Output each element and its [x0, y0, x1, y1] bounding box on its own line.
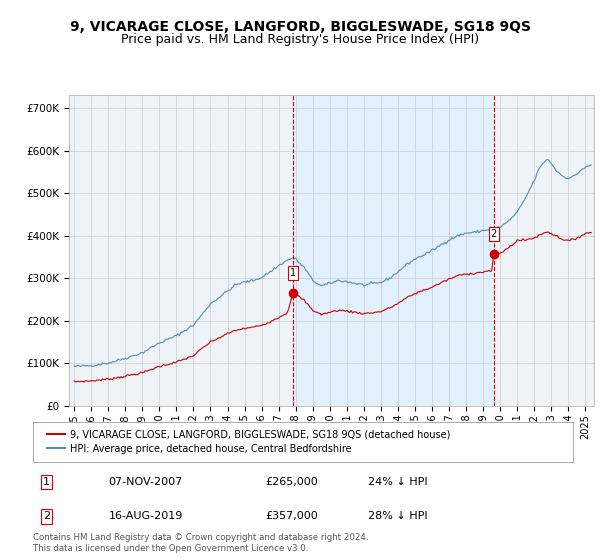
Text: 1: 1 — [43, 477, 50, 487]
Text: £357,000: £357,000 — [265, 511, 318, 521]
Legend: 9, VICARAGE CLOSE, LANGFORD, BIGGLESWADE, SG18 9QS (detached house), HPI: Averag: 9, VICARAGE CLOSE, LANGFORD, BIGGLESWADE… — [43, 426, 454, 458]
Text: 2: 2 — [491, 229, 497, 239]
Text: 16-AUG-2019: 16-AUG-2019 — [109, 511, 183, 521]
Text: 28% ↓ HPI: 28% ↓ HPI — [368, 511, 427, 521]
Bar — [293, 95, 494, 406]
Text: Price paid vs. HM Land Registry's House Price Index (HPI): Price paid vs. HM Land Registry's House … — [121, 32, 479, 46]
Text: 9, VICARAGE CLOSE, LANGFORD, BIGGLESWADE, SG18 9QS: 9, VICARAGE CLOSE, LANGFORD, BIGGLESWADE… — [70, 20, 530, 34]
Text: 07-NOV-2007: 07-NOV-2007 — [109, 477, 183, 487]
Text: £265,000: £265,000 — [265, 477, 318, 487]
Text: 2: 2 — [43, 511, 50, 521]
Text: Contains HM Land Registry data © Crown copyright and database right 2024.
This d: Contains HM Land Registry data © Crown c… — [33, 533, 368, 553]
Text: 1: 1 — [290, 268, 296, 278]
Text: 24% ↓ HPI: 24% ↓ HPI — [368, 477, 427, 487]
